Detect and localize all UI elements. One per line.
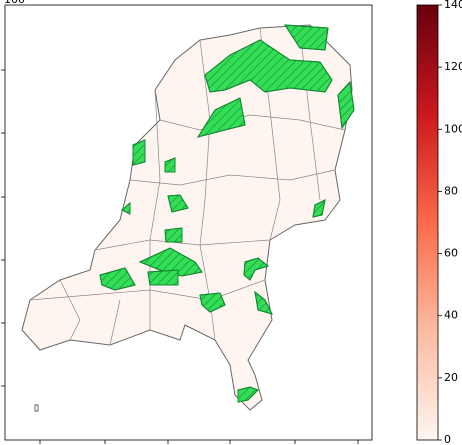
clipped-axis-label: 100 bbox=[4, 0, 25, 6]
axis-ticks bbox=[1, 69, 359, 444]
hatch bbox=[237, 386, 259, 403]
colorbar bbox=[416, 4, 439, 441]
colorbar-tick-label: 40 bbox=[444, 309, 458, 322]
colorbar-tick-label: 120 bbox=[444, 60, 462, 73]
colorbar-tick-label: 60 bbox=[444, 247, 458, 260]
hatch bbox=[164, 227, 183, 243]
hatch bbox=[196, 97, 246, 138]
hatch bbox=[204, 39, 333, 93]
hatch bbox=[312, 199, 326, 218]
hatch bbox=[199, 292, 226, 313]
colorbar-tick-label: 100 bbox=[444, 122, 462, 135]
island bbox=[34, 404, 39, 412]
highlighted-regions bbox=[99, 24, 355, 403]
hatch bbox=[243, 257, 270, 281]
hatch bbox=[254, 290, 273, 315]
colorbar-tick-label: 20 bbox=[444, 371, 458, 384]
hatch bbox=[121, 201, 131, 215]
hatch bbox=[138, 247, 203, 277]
map bbox=[21, 24, 355, 412]
hatch bbox=[164, 157, 176, 173]
colorbar-tick-label: 80 bbox=[444, 184, 458, 197]
map-frame bbox=[4, 4, 373, 441]
hatch bbox=[99, 267, 136, 291]
hatch bbox=[337, 80, 355, 130]
hatch bbox=[132, 139, 146, 166]
hatch bbox=[167, 194, 189, 213]
colorbar-tick-label: 0 bbox=[444, 433, 451, 445]
hatch bbox=[147, 269, 179, 286]
colorbar-tick-label: 140 bbox=[444, 0, 462, 11]
hatch bbox=[284, 24, 329, 51]
